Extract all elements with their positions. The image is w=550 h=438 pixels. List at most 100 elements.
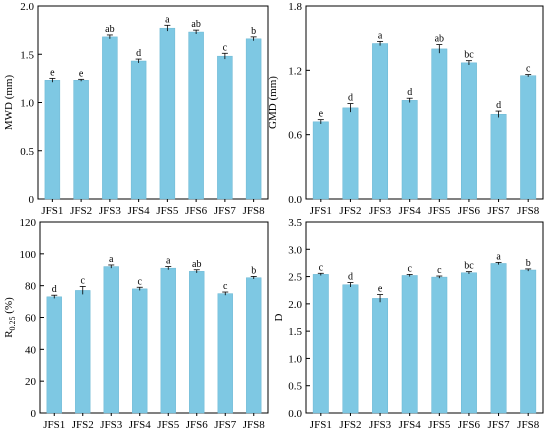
y-tick-label: 2.5	[288, 272, 302, 284]
bar-jfs6	[460, 62, 477, 200]
y-tick-label: 60	[25, 313, 37, 325]
significance-label: d	[348, 93, 353, 104]
bar-jfs4	[401, 275, 418, 414]
y-tick-label: 1.2	[288, 65, 302, 77]
x-tick-label: JFS8	[517, 205, 540, 217]
chart-panel-4: 0.0 0.5 1.0 1.5 2.0 2.5 3.0 3.5 Dc JFS1 d JFS2 e JFS3…	[273, 217, 544, 431]
x-tick-label: JFS4	[129, 419, 152, 431]
bar-jfs8	[246, 277, 262, 414]
x-tick-label: JFS4	[128, 205, 151, 217]
bar-jfs3	[103, 266, 119, 414]
significance-label: c	[223, 42, 228, 53]
bar-jfs3	[372, 298, 389, 414]
significance-label: ab	[192, 259, 201, 270]
significance-label: a	[109, 254, 114, 265]
y-tick-label: 1.8	[288, 1, 302, 13]
bar-jfs4	[132, 288, 148, 414]
x-tick-label: JFS2	[339, 419, 361, 431]
x-tick-label: JFS3	[99, 205, 122, 217]
y-tick-label: 1.0	[20, 98, 34, 110]
significance-label: b	[251, 265, 256, 276]
plot-frame	[39, 221, 269, 414]
y-tick-label: 1.0	[288, 353, 302, 365]
significance-label: d	[496, 100, 501, 111]
x-tick-label: JFS2	[72, 419, 94, 431]
bar-jfs7	[490, 114, 507, 200]
significance-label: c	[407, 263, 412, 274]
bar-jfs2	[342, 284, 359, 414]
y-tick-label: 40	[25, 344, 37, 356]
y-tick-label: 0.0	[288, 408, 302, 420]
bar-jfs2	[75, 290, 91, 414]
y-tick-label: 0.0	[288, 194, 302, 206]
bar-jfs6	[189, 271, 205, 414]
significance-label: e	[50, 67, 55, 78]
y-tick-label: 1.5	[288, 326, 302, 338]
significance-label: e	[378, 284, 383, 295]
significance-label: d	[136, 48, 141, 59]
bar-jfs6	[460, 272, 477, 414]
bar-jfs1	[46, 296, 62, 414]
x-tick-label: JFS8	[243, 419, 266, 431]
bar-jfs7	[490, 263, 507, 414]
significance-label: d	[348, 272, 353, 283]
significance-label: a	[496, 251, 501, 262]
y-tick-label: 0.5	[288, 381, 302, 393]
x-tick-label: JFS5	[428, 205, 451, 217]
bar-jfs1	[44, 80, 61, 200]
x-tick-label: JFS6	[458, 419, 481, 431]
y-tick-label: 0.6	[288, 130, 302, 142]
significance-label: c	[526, 64, 531, 75]
x-tick-label: JFS8	[517, 419, 540, 431]
significance-label: ab	[435, 34, 444, 45]
x-tick-label: JFS1	[310, 419, 332, 431]
significance-label: a	[165, 14, 170, 25]
x-tick-label: JFS6	[185, 205, 208, 217]
significance-label: c	[81, 275, 86, 286]
x-tick-label: JFS8	[243, 205, 266, 217]
significance-label: e	[319, 109, 324, 120]
x-tick-label: JFS7	[214, 205, 237, 217]
bar-jfs1	[312, 121, 329, 200]
significance-label: bc	[464, 50, 474, 61]
x-tick-label: JFS2	[339, 205, 361, 217]
y-tick-label: 0.5	[20, 146, 34, 158]
x-tick-label: JFS1	[41, 205, 63, 217]
bar-jfs7	[217, 293, 233, 414]
y-axis-label: GMD (mm)	[267, 76, 279, 129]
bar-jfs5	[431, 48, 448, 200]
significance-label: e	[79, 68, 84, 79]
y-tick-label: 2.0	[20, 1, 34, 13]
x-tick-label: JFS3	[369, 419, 392, 431]
y-tick-label: 3.0	[288, 244, 302, 256]
plot-frame	[37, 5, 269, 200]
y-tick-label: 20	[25, 376, 37, 388]
significance-label: c	[138, 276, 143, 287]
significance-label: d	[52, 284, 57, 295]
y-tick-label: 80	[25, 281, 37, 293]
bar-jfs2	[73, 80, 89, 200]
x-tick-label: JFS6	[186, 419, 209, 431]
x-tick-label: JFS3	[369, 205, 392, 217]
y-axis-label: D	[273, 313, 285, 321]
bar-jfs8	[520, 75, 537, 200]
bar-jfs3	[102, 36, 118, 200]
x-tick-label: JFS3	[100, 419, 123, 431]
bar-jfs5	[160, 267, 176, 414]
significance-label: ab	[105, 24, 114, 35]
x-tick-label: JFS1	[43, 419, 65, 431]
y-tick-label: 0	[29, 194, 35, 206]
plot-frame	[305, 5, 544, 200]
x-tick-label: JFS1	[310, 205, 332, 217]
significance-label: a	[378, 30, 383, 41]
bar-jfs5	[431, 276, 448, 414]
bar-jfs8	[245, 38, 262, 200]
plot-frame	[305, 221, 544, 414]
significance-label: b	[251, 26, 256, 37]
y-tick-label: 0	[31, 408, 37, 420]
bar-jfs7	[217, 55, 233, 200]
x-tick-label: JFS5	[428, 419, 451, 431]
chart-panel-2: 0.0 0.6 1.2 1.8 GMD (mm) e JFS1 d JFS2 a JFS3 d JFS4…	[267, 1, 544, 217]
